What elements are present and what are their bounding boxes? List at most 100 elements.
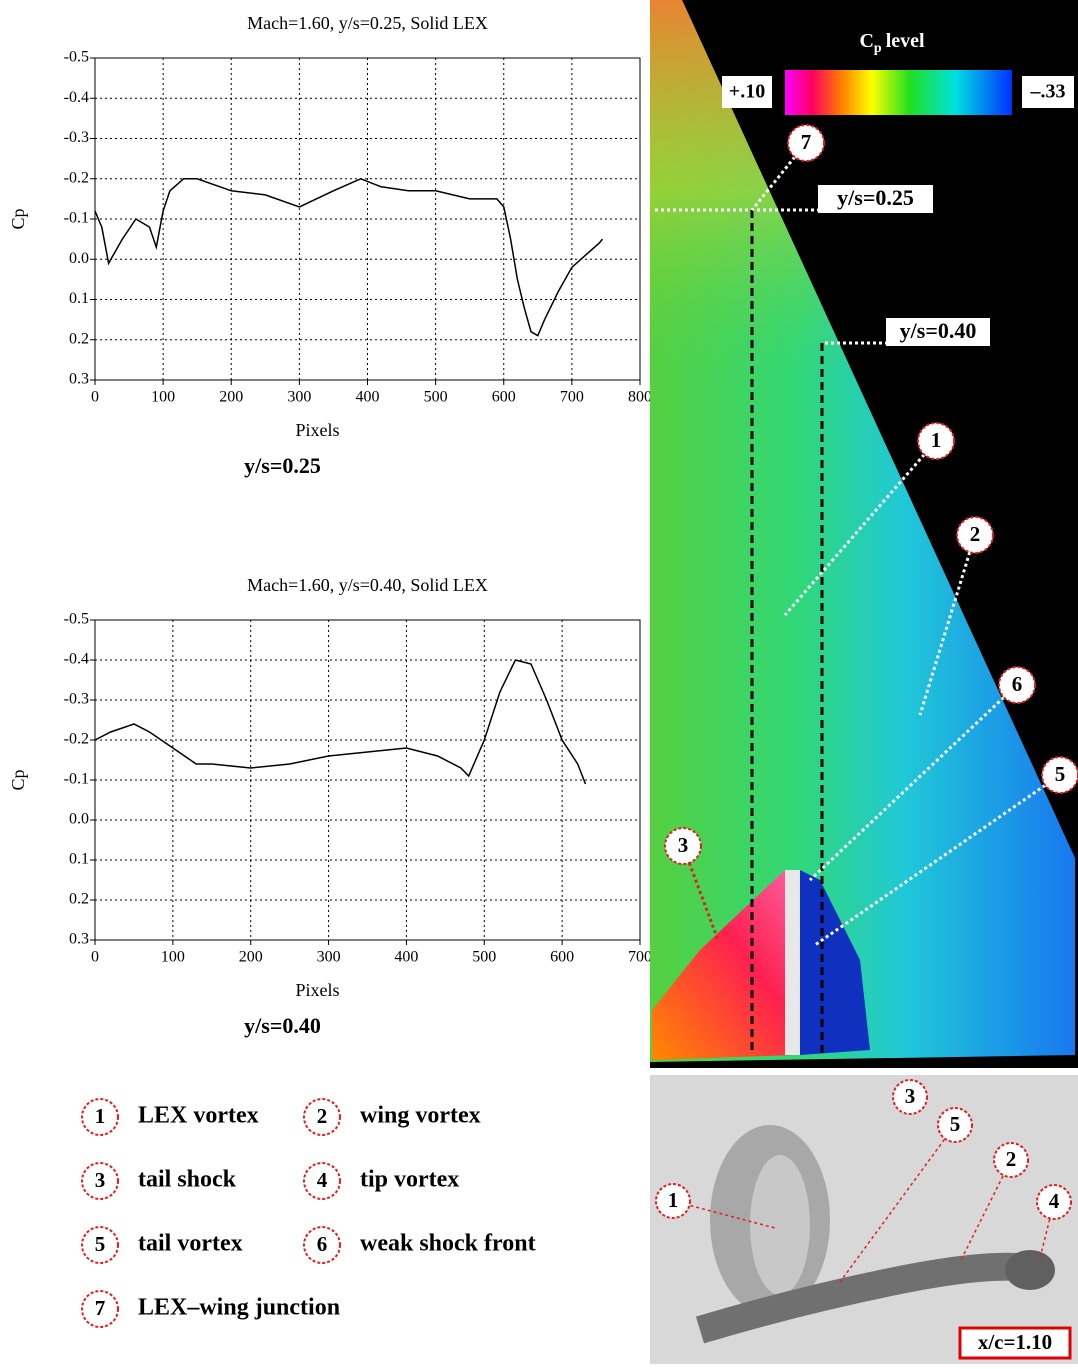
wake <box>695 1252 1044 1344</box>
callout-number: 2 <box>317 1104 328 1128</box>
callout-number: 3 <box>95 1168 106 1192</box>
tip-vortex-shape <box>1005 1250 1055 1290</box>
callout-number: 5 <box>1055 762 1066 786</box>
callout-number: 2 <box>970 522 981 546</box>
y-tick-label: -0.2 <box>64 169 89 186</box>
x-tick-label: 300 <box>317 949 341 966</box>
x-tick-label: 200 <box>239 949 263 966</box>
x-tick-label: 200 <box>219 389 243 406</box>
y-tick-label: -0.4 <box>64 651 89 668</box>
y-tick-label: 0.1 <box>69 851 89 868</box>
label-box <box>1022 76 1074 108</box>
y-tick-label: 0.0 <box>69 250 89 267</box>
legend-text: tip vortex <box>360 1167 459 1193</box>
colorbar <box>785 70 1012 115</box>
x-tick-label: 100 <box>161 949 185 966</box>
callout-number: 1 <box>931 428 942 452</box>
legend-text: LEX–wing junction <box>138 1295 340 1321</box>
callout-line <box>1039 1201 1055 1259</box>
vortex-core <box>750 1155 810 1295</box>
legend-text: wing vortex <box>360 1103 481 1129</box>
legend-text: LEX vortex <box>138 1103 259 1129</box>
callout-circle <box>303 1226 341 1264</box>
legend-text: tail shock <box>138 1167 237 1193</box>
x-tick-label: 600 <box>550 949 574 966</box>
colorbar-title-main: C <box>859 30 873 52</box>
label-box <box>722 76 772 108</box>
y-tick-label: 0.3 <box>69 371 89 388</box>
chart-caption: y/s=0.40 <box>244 1013 321 1038</box>
callout-line <box>681 845 720 941</box>
callout-number: 3 <box>905 1084 916 1108</box>
station-label: y/s=0.40 <box>900 318 977 343</box>
callout-line <box>814 773 1061 947</box>
y-tick-label: -0.1 <box>64 771 89 788</box>
tail-fin <box>785 870 800 1055</box>
chart-caption: y/s=0.25 <box>244 453 321 478</box>
station-label: x/c=1.10 <box>978 1330 1052 1354</box>
callout-circle <box>917 422 955 460</box>
callout-circle <box>81 1226 119 1264</box>
callout-number: 5 <box>95 1232 106 1256</box>
legend-text: tail vortex <box>138 1231 243 1257</box>
callout-number: 1 <box>95 1104 106 1128</box>
callout-circle <box>1036 1184 1072 1220</box>
chart-title: Mach=1.60, y/s=0.40, Solid LEX <box>247 575 488 595</box>
legend: 1 LEX vortex 2 wing vortex 3 tail shock 4 tip v… <box>81 1098 536 1328</box>
x-tick-label: 300 <box>287 389 311 406</box>
callout-number: 4 <box>1049 1189 1060 1213</box>
callout-line <box>959 1159 1012 1263</box>
chart: Mach=1.60, y/s=0.25, Solid LEX -0.5 -0.4 -0… <box>8 13 652 478</box>
callout-circle <box>81 1098 119 1136</box>
callout-line <box>839 1124 956 1283</box>
y-tick-label: -0.1 <box>64 210 89 227</box>
callout-circle <box>937 1107 973 1143</box>
x-tick-label: 700 <box>560 389 584 406</box>
psp-image: Cp level +.10 –.33 y/s=0.25 y/s=0.40 7 1 2 6 5 3 <box>650 0 1078 1068</box>
chart-title: Mach=1.60, y/s=0.25, Solid LEX <box>247 13 488 33</box>
callout-circle <box>787 124 825 162</box>
y-tick-label: -0.3 <box>64 129 89 146</box>
y-tick-label: 0.0 <box>69 811 89 828</box>
data-line <box>94 659 587 785</box>
y-tick-label: -0.3 <box>64 691 89 708</box>
callout-number: 7 <box>801 130 812 154</box>
callout-circle <box>664 827 702 865</box>
station-label: y/s=0.25 <box>837 185 914 210</box>
wing-surface-shade <box>650 0 1075 1062</box>
colorbar-title-sub: p <box>874 41 882 56</box>
x-tick-label: 0 <box>91 389 99 406</box>
x-tick-label: 400 <box>394 949 418 966</box>
colorbar-title: Cp level <box>859 30 925 57</box>
y-tick-label: -0.4 <box>64 89 89 106</box>
callout-circle <box>655 1183 691 1219</box>
y-tick-label: 0.3 <box>69 931 89 948</box>
colorbar-title-rest: level <box>886 30 925 52</box>
callout-number: 7 <box>95 1296 106 1320</box>
charts: Mach=1.60, y/s=0.25, Solid LEX -0.5 -0.4 -0… <box>8 13 652 1038</box>
x-tick-label: 400 <box>356 389 380 406</box>
x-axis-label: Pixels <box>295 420 339 440</box>
colorbar-max: +.10 <box>729 81 765 103</box>
callout-circle <box>993 1142 1029 1178</box>
callout-circle <box>303 1162 341 1200</box>
y-tick-label: 0.2 <box>69 891 89 908</box>
callout-number: 6 <box>317 1232 328 1256</box>
x-tick-label: 0 <box>91 949 99 966</box>
data-line <box>94 177 604 337</box>
x-tick-label: 800 <box>628 389 652 406</box>
tail-vortex-region <box>800 870 870 1055</box>
legend-text: weak shock front <box>360 1231 536 1257</box>
label-box <box>886 318 990 346</box>
callout-line <box>918 534 977 716</box>
y-tick-label: -0.5 <box>64 611 89 628</box>
x-tick-label: 100 <box>151 389 175 406</box>
callout-number: 4 <box>317 1168 328 1192</box>
x-tick-label: 500 <box>472 949 496 966</box>
x-tick-label: 700 <box>628 949 652 966</box>
chart: Mach=1.60, y/s=0.40, Solid LEX -0.5 -0.4 -0… <box>8 575 652 1038</box>
callout-number: 5 <box>950 1112 961 1136</box>
callout-circle <box>1041 756 1078 794</box>
x-axis-label: Pixels <box>295 980 339 1000</box>
